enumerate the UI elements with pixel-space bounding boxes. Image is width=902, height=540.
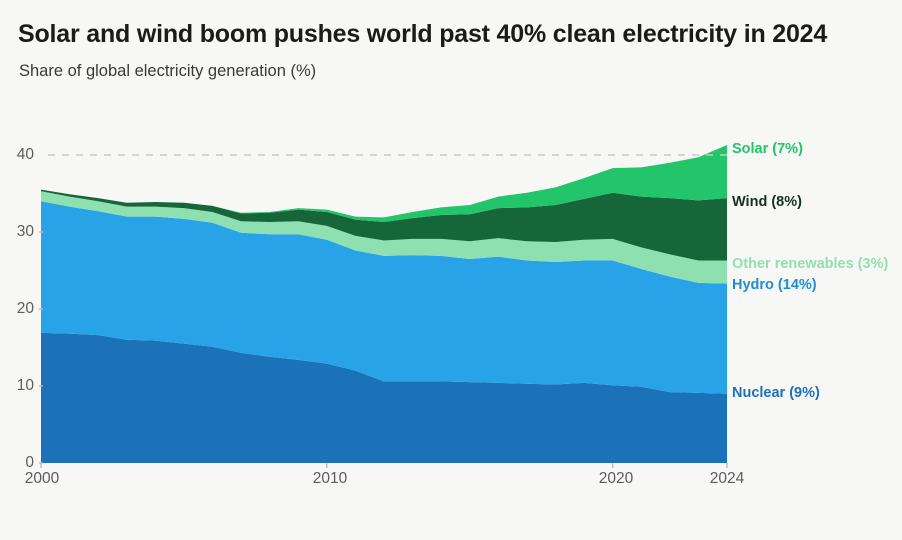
area-series-hydro [41,201,727,394]
page-subtitle: Share of global electricity generation (… [19,62,317,80]
page-title: Solar and wind boom pushes world past 40… [18,20,828,48]
area-series-other-renewables [41,191,727,284]
y-axis-tick-20: 20 [16,300,34,317]
y-axis-tick-30: 30 [16,223,34,240]
area-series-nuclear [41,332,727,463]
series-label-nuclear: Nuclear (9%) [732,385,820,401]
y-axis-tick-0: 0 [25,454,34,471]
area-series-solar [41,144,727,222]
y-axis-tick-40: 40 [16,146,34,163]
x-axis-tick-2024: 2024 [709,470,745,487]
x-axis-tick-2000: 2000 [24,470,60,487]
y-axis-tick-10: 10 [16,377,34,394]
area-series-wind [41,189,727,261]
x-axis-tick-2020: 2020 [598,470,634,487]
series-label-wind: Wind (8%) [732,194,802,210]
x-axis-tick-2010: 2010 [312,470,348,487]
series-label-hydro: Hydro (14%) [732,277,817,293]
series-label-other-renewables: Other renewables (3%) [732,256,889,272]
series-label-solar: Solar (7%) [732,141,803,157]
